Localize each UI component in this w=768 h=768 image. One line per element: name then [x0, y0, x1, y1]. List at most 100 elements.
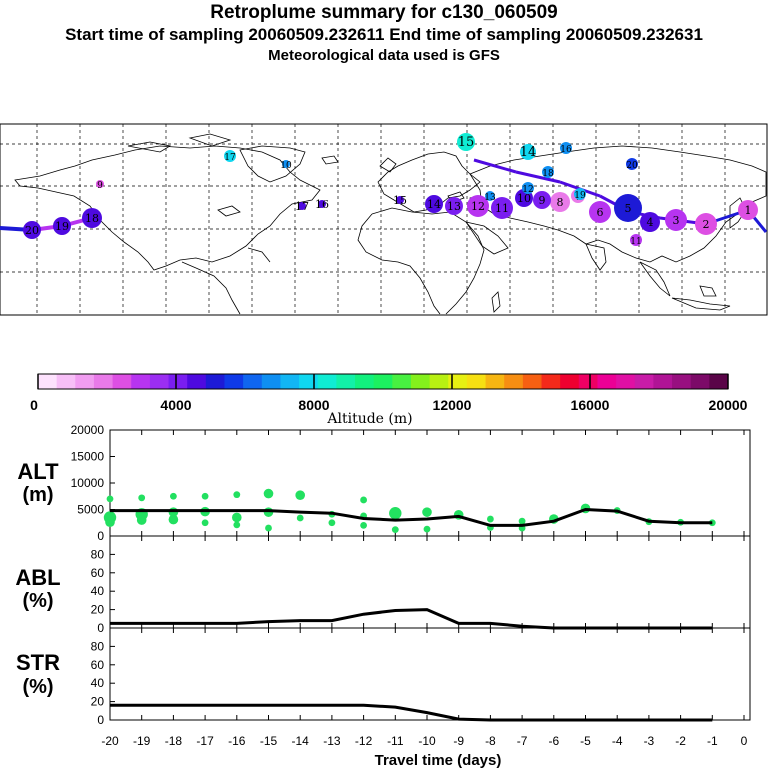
y-tick-label: 0 — [97, 529, 104, 543]
track-marker — [533, 191, 551, 209]
str-panel: 0 20 40 60 80 — [91, 627, 751, 727]
scatter-point — [106, 495, 114, 503]
colorbar-swatch — [373, 374, 393, 389]
cluster-marker — [626, 158, 638, 170]
cluster-marker — [224, 150, 236, 162]
colorbar-swatch — [672, 374, 692, 389]
cluster-marker-label: 11 — [630, 237, 641, 247]
colorbar-swatch — [634, 374, 654, 389]
y-tick-label: 60 — [91, 566, 105, 580]
colorbar-swatch — [187, 374, 207, 389]
track-marker-label: 14 — [427, 198, 441, 211]
x-tick-label: -8 — [485, 734, 496, 748]
scatter-point — [360, 522, 367, 529]
trajectory-segment — [515, 170, 561, 184]
x-tick-label: -9 — [453, 734, 464, 748]
colorbar-swatch — [653, 374, 673, 389]
colorbar-swatch — [243, 374, 263, 389]
track-marker — [695, 213, 717, 235]
colorbar-swatch — [429, 374, 449, 389]
scatter-point — [105, 517, 115, 528]
x-tick-label: -16 — [228, 734, 246, 748]
x-tick-label: -2 — [675, 734, 686, 748]
y-tick-label: 15000 — [71, 450, 105, 464]
cluster-marker — [520, 144, 536, 160]
y-tick-label: 40 — [91, 584, 105, 598]
track-marker-label: 8 — [557, 196, 564, 209]
cluster-marker — [457, 133, 475, 151]
scatter-point — [423, 525, 431, 533]
colorbar-swatch — [38, 374, 58, 389]
colorbar-tick-label: 20000 — [709, 397, 748, 413]
colorbar-swatch — [112, 374, 132, 389]
cluster-marker-label: 18 — [542, 169, 554, 179]
cluster-marker — [542, 166, 554, 178]
track-marker-label: 6 — [597, 206, 604, 219]
scatter-point — [360, 496, 367, 504]
cluster-marker-label: 13 — [484, 193, 496, 203]
cluster-marker-label: 20 — [626, 161, 638, 171]
track-marker — [23, 221, 41, 239]
track-marker-label: 10 — [517, 192, 531, 205]
x-tick-label: -3 — [644, 734, 655, 748]
track-marker-label: 3 — [673, 214, 680, 227]
x-tick-label: -6 — [548, 734, 559, 748]
track-marker-label: 12 — [471, 200, 485, 213]
colorbar-swatch — [56, 374, 76, 389]
scatter-point — [389, 507, 402, 520]
scatter-point — [518, 517, 526, 525]
colorbar-swatch — [690, 374, 710, 389]
cluster-marker-label: 15 — [458, 135, 475, 150]
colorbar-swatch — [522, 374, 543, 389]
abl-unit-label: (%) — [22, 590, 53, 612]
colorbar-swatch — [168, 374, 188, 389]
cluster-marker — [96, 180, 104, 188]
x-tick-label: -12 — [355, 734, 373, 748]
scatter-point — [136, 515, 147, 525]
abl-panel: 0 20 40 60 80 — [91, 535, 751, 635]
track-marker-label: 15 — [393, 194, 407, 207]
panel-frame — [109, 627, 751, 721]
x-tick-label: -20 — [101, 734, 119, 748]
colorbar-swatch — [299, 374, 319, 389]
track-marker-label: 19 — [55, 220, 69, 233]
track-marker — [53, 217, 71, 235]
map-graticule — [0, 124, 767, 315]
x-tick-label: -11 — [387, 734, 404, 748]
y-tick-label: 10000 — [71, 476, 105, 490]
track-marker-label: 5 — [625, 202, 632, 215]
x-axis-title: Travel time (days) — [375, 752, 502, 768]
track-marker — [550, 192, 570, 212]
y-tick-label: 5000 — [77, 503, 104, 517]
track-marker — [467, 195, 489, 217]
track-marker-label: 11 — [495, 202, 509, 215]
x-tick-label: -18 — [165, 734, 183, 748]
colorbar-swatch — [224, 374, 244, 389]
x-tick-label: 0 — [741, 734, 748, 748]
cluster-marker-label: 17 — [224, 153, 236, 163]
str-unit-label: (%) — [22, 676, 53, 698]
altitude-colorbar: 0 4000 8000 12000 16000 20000 Altitude (m) — [30, 373, 748, 427]
colorbar-swatch — [93, 374, 114, 389]
sampling-time-subtitle: Start time of sampling 20060509.232611 E… — [65, 25, 703, 44]
cluster-marker-label: 9 — [97, 181, 103, 191]
track-marker — [491, 197, 513, 219]
x-tick-label: -17 — [196, 734, 214, 748]
scatter-point — [170, 492, 177, 500]
scatter-point — [265, 524, 272, 532]
track-marker-label: 13 — [447, 200, 461, 213]
y-tick-label: 20000 — [71, 423, 105, 437]
colorbar-swatch — [541, 374, 561, 389]
colorbar-swatch — [149, 374, 170, 389]
scatter-point — [233, 491, 241, 499]
cluster-marker — [282, 160, 290, 168]
series-line — [110, 507, 713, 527]
abl-label: ABL — [15, 565, 60, 590]
colorbar-swatch — [355, 374, 375, 389]
track-marker — [445, 197, 463, 215]
chart-title: Retroplume summary for c130_060509 — [210, 2, 558, 23]
scatter-point — [138, 494, 146, 502]
scatter-point — [263, 488, 274, 499]
cluster-marker-label: 12 — [522, 185, 533, 195]
series-line — [110, 703, 713, 722]
